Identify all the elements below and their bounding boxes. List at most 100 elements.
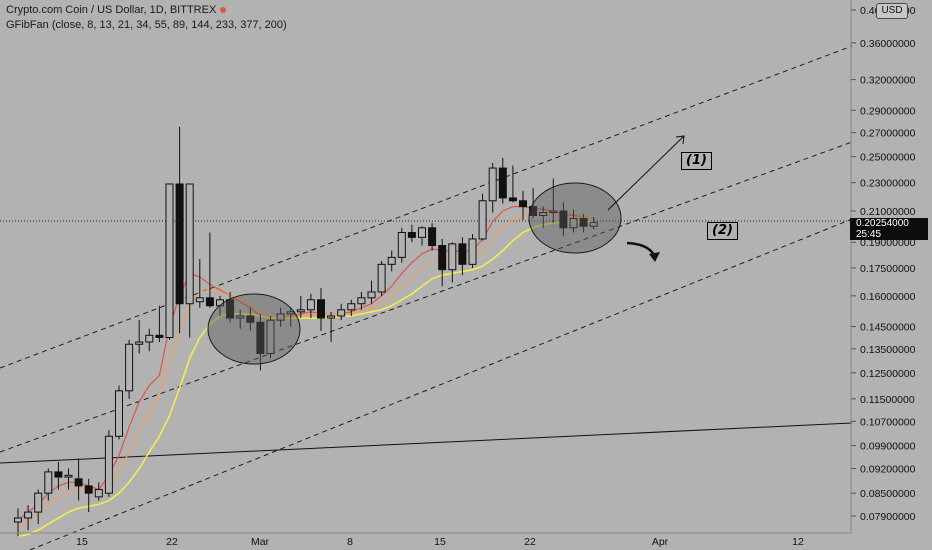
candle-body — [428, 227, 437, 247]
candle — [438, 238, 447, 287]
candle — [266, 315, 275, 359]
price-tick-label: 0.19000000 — [860, 237, 916, 249]
arrow-up-head-icon — [675, 135, 685, 145]
candle-body — [407, 232, 416, 238]
candle-body — [165, 183, 174, 338]
candle-body — [135, 341, 144, 345]
price-tick-label: 0.12500000 — [860, 368, 916, 380]
time-tick-label: 22 — [166, 536, 178, 548]
candle — [286, 307, 295, 327]
candle-body — [286, 311, 295, 315]
ema-mid-line — [17, 213, 594, 529]
time-tick-label: Mar — [251, 536, 270, 548]
candle — [64, 468, 73, 490]
candle — [317, 288, 325, 331]
candle — [276, 307, 285, 327]
time-tick-label: 15 — [76, 536, 88, 548]
candle-body — [276, 313, 285, 321]
chart-header: Crypto.com Coin / US Dollar, 1D, BITTREX… — [6, 3, 287, 33]
candle-body — [337, 309, 346, 317]
price-tick-label: 0.10700000 — [860, 416, 916, 428]
ema-lines — [17, 206, 594, 538]
price-tick-label: 0.14500000 — [860, 322, 916, 334]
candle-body — [145, 334, 154, 343]
candle — [195, 259, 204, 308]
price-tick-label: 0.17500000 — [860, 263, 916, 275]
candle-body — [175, 183, 184, 305]
candle-body — [367, 291, 376, 299]
candle — [377, 260, 386, 296]
candle-body — [488, 167, 497, 202]
candle-body — [549, 210, 558, 214]
price-tick-label: 0.11500000 — [860, 394, 915, 406]
candle — [579, 213, 588, 233]
candle — [569, 209, 578, 233]
candle-body — [185, 183, 194, 305]
candle-body — [448, 243, 457, 271]
price-tick-label: 0.09900000 — [860, 441, 916, 453]
candle-body — [347, 303, 356, 311]
currency-button[interactable]: USD — [876, 3, 908, 19]
candle-body — [236, 315, 245, 319]
candle — [508, 165, 517, 203]
candle-body — [478, 200, 487, 240]
candle-body — [539, 212, 548, 217]
candle-body — [579, 218, 588, 227]
time-tick-label: 8 — [347, 536, 353, 548]
candle-body — [387, 256, 396, 265]
candle — [226, 291, 235, 323]
candle — [104, 430, 113, 497]
price-tick-label: 0.08500000 — [860, 488, 916, 500]
arrow-down-path-2 — [626, 241, 656, 256]
candle — [115, 385, 123, 440]
candle-body — [226, 299, 235, 319]
candle — [367, 280, 376, 304]
candle — [407, 224, 416, 243]
candle — [205, 232, 214, 308]
channel-middle-line — [0, 141, 853, 453]
time-tick-label: 15 — [434, 536, 446, 548]
candle-body — [125, 343, 134, 392]
time-axis[interactable]: 15 22 Mar 8 15 22 Apr 12 — [76, 536, 804, 548]
support-trendline — [0, 422, 853, 464]
candle-body — [306, 299, 315, 311]
candle — [397, 227, 406, 263]
candle — [327, 311, 336, 342]
price-tick-label: 0.09200000 — [860, 463, 916, 475]
indicator-label[interactable]: GFibFan (close, 8, 13, 21, 34, 55, 89, 1… — [6, 19, 287, 31]
candle — [175, 126, 184, 334]
price-axis[interactable]: 0.400000000.360000000.320000000.29000000… — [851, 5, 916, 523]
price-tick-label: 0.27000000 — [860, 128, 916, 140]
candle-body — [205, 297, 214, 307]
symbol-title[interactable]: Crypto.com Coin / US Dollar, 1D, BITTREX — [6, 3, 287, 18]
last-price-value: 0.20254000 — [856, 218, 909, 229]
candle — [44, 468, 53, 501]
candle-body — [195, 297, 204, 303]
candle-body — [266, 319, 275, 355]
candle-body — [155, 334, 164, 338]
candle-body — [327, 315, 336, 319]
candle-body — [115, 390, 123, 437]
price-tick-label: 0.16000000 — [860, 291, 916, 303]
price-tick-label: 0.32000000 — [860, 75, 916, 87]
candle — [498, 157, 507, 204]
candle — [347, 299, 356, 316]
time-tick-label: 12 — [792, 536, 804, 548]
candle-body — [458, 243, 467, 265]
candle — [74, 458, 83, 501]
candle — [418, 226, 426, 246]
candle — [54, 461, 63, 490]
candle-body — [64, 474, 73, 478]
candle-body — [246, 315, 255, 323]
candle — [357, 291, 366, 310]
candle-body — [14, 517, 22, 523]
price-tick-label: 0.25000000 — [860, 152, 916, 164]
candle-body — [94, 489, 103, 498]
candle — [539, 206, 548, 228]
candle — [468, 234, 477, 268]
candle — [84, 478, 93, 513]
candle — [387, 250, 396, 272]
last-price-tag: 0.20254000 25:45 — [850, 218, 928, 240]
